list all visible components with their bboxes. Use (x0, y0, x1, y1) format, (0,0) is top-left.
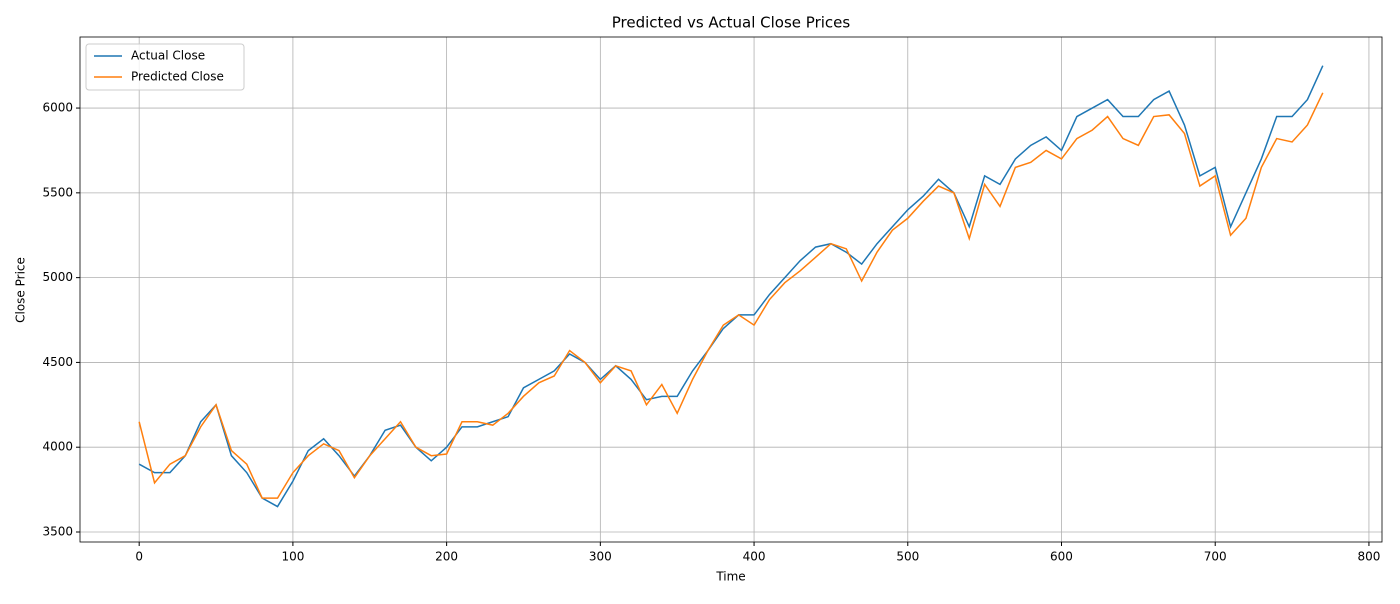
y-tick-label: 4000 (42, 440, 73, 454)
y-tick-label: 6000 (42, 101, 73, 115)
x-tick-label: 600 (1050, 550, 1073, 564)
x-tick-label: 200 (435, 550, 458, 564)
x-tick-label: 500 (896, 550, 919, 564)
legend-label: Actual Close (131, 49, 205, 63)
y-tick-label: 4500 (42, 355, 73, 369)
data-line (138, 92, 1324, 499)
legend-label: Predicted Close (131, 70, 224, 84)
x-tick-label: 0 (135, 550, 143, 564)
y-tick-label: 5000 (42, 270, 73, 284)
y-axis-label: Close Price (14, 257, 28, 323)
legend-box (85, 43, 245, 91)
data-line (138, 65, 1324, 508)
x-tick-label: 400 (743, 550, 766, 564)
x-tick-label: 800 (1357, 550, 1380, 564)
x-tick-label: 100 (281, 550, 304, 564)
x-tick-label: 700 (1204, 550, 1227, 564)
y-tick-label: 5500 (42, 185, 73, 199)
y-tick-label: 3500 (42, 524, 73, 538)
x-axis-label: Time (715, 570, 745, 584)
plot-frame (79, 36, 1383, 543)
chart-title: Predicted vs Actual Close Prices (612, 14, 851, 32)
x-tick-label: 300 (589, 550, 612, 564)
